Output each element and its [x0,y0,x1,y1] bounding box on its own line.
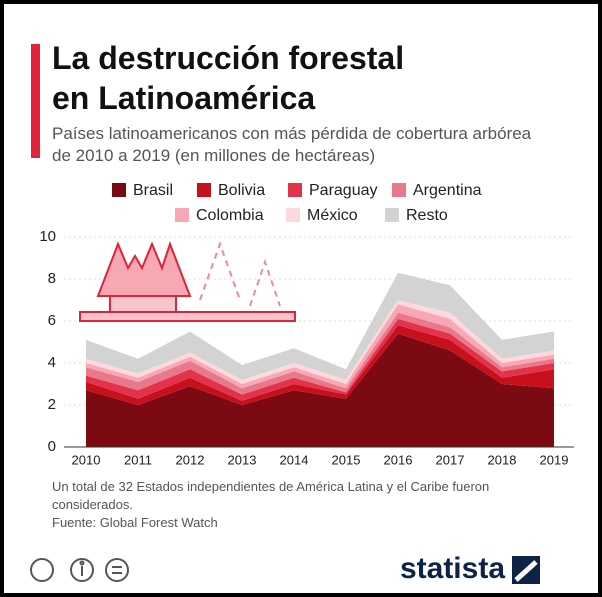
x-tick-label: 2013 [228,452,257,467]
area [86,325,554,405]
area [86,272,554,380]
area [86,333,554,447]
note-box: Un total de 32 Estados independientes de… [52,478,522,532]
chart-subtitle: Países latinoamericanos con más pérdida … [52,124,532,165]
x-tick-label: 2017 [436,452,465,467]
y-tick-label: 10 [39,228,56,245]
legend-swatch [392,183,406,197]
x-tick-label: 2019 [540,452,569,467]
legend-label: Colombia [196,207,264,224]
legend-swatch [197,183,211,197]
tree-icon [79,241,296,322]
x-tick-label: 2011 [124,452,152,467]
area [86,312,554,395]
card [4,4,598,593]
area [86,318,554,401]
chart-title: La destrucción forestal en Latinoamérica [52,40,405,116]
logo: statista [400,552,505,585]
legend-swatch [288,183,302,197]
y-tick-label: 8 [48,270,56,287]
x-tick-label: 2015 [332,452,361,467]
legend-label: Argentina [413,182,482,199]
legend-label: México [307,207,358,224]
title-bar [31,44,40,158]
legend-swatch [175,208,189,222]
legend-swatch [112,183,126,197]
x-tick-label: 2016 [384,452,413,467]
subtitle-box: Países latinoamericanos con más pérdida … [52,124,532,165]
y-tick-label: 0 [48,438,56,455]
license-icons [30,558,129,582]
x-tick-label: 2014 [280,452,309,467]
area [86,304,554,389]
x-tick-label: 2012 [176,452,205,467]
legend-label: Bolivia [218,182,265,199]
legend-swatch [286,208,300,222]
legend-label: Resto [406,207,448,224]
area [86,300,554,384]
legend-label: Brasil [133,182,173,199]
title-box: La destrucción forestal en Latinoamérica [52,40,405,116]
note-text: Un total de 32 Estados independientes de… [52,479,490,512]
legend-swatch [385,208,399,222]
note: Un total de 32 Estados independientes de… [52,478,522,532]
legend-label: Paraguay [309,182,378,199]
logo-stroke [514,560,538,582]
x-tick-label: 2010 [72,452,101,467]
y-tick-label: 2 [48,396,56,413]
y-tick-label: 6 [48,312,56,329]
source: Fuente: Global Forest Watch [52,515,218,530]
x-tick-label: 2018 [488,452,517,467]
y-tick-label: 4 [48,354,56,371]
